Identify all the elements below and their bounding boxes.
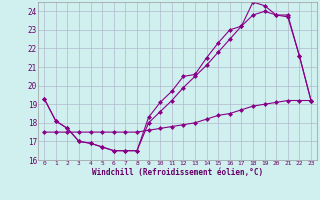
X-axis label: Windchill (Refroidissement éolien,°C): Windchill (Refroidissement éolien,°C): [92, 168, 263, 177]
